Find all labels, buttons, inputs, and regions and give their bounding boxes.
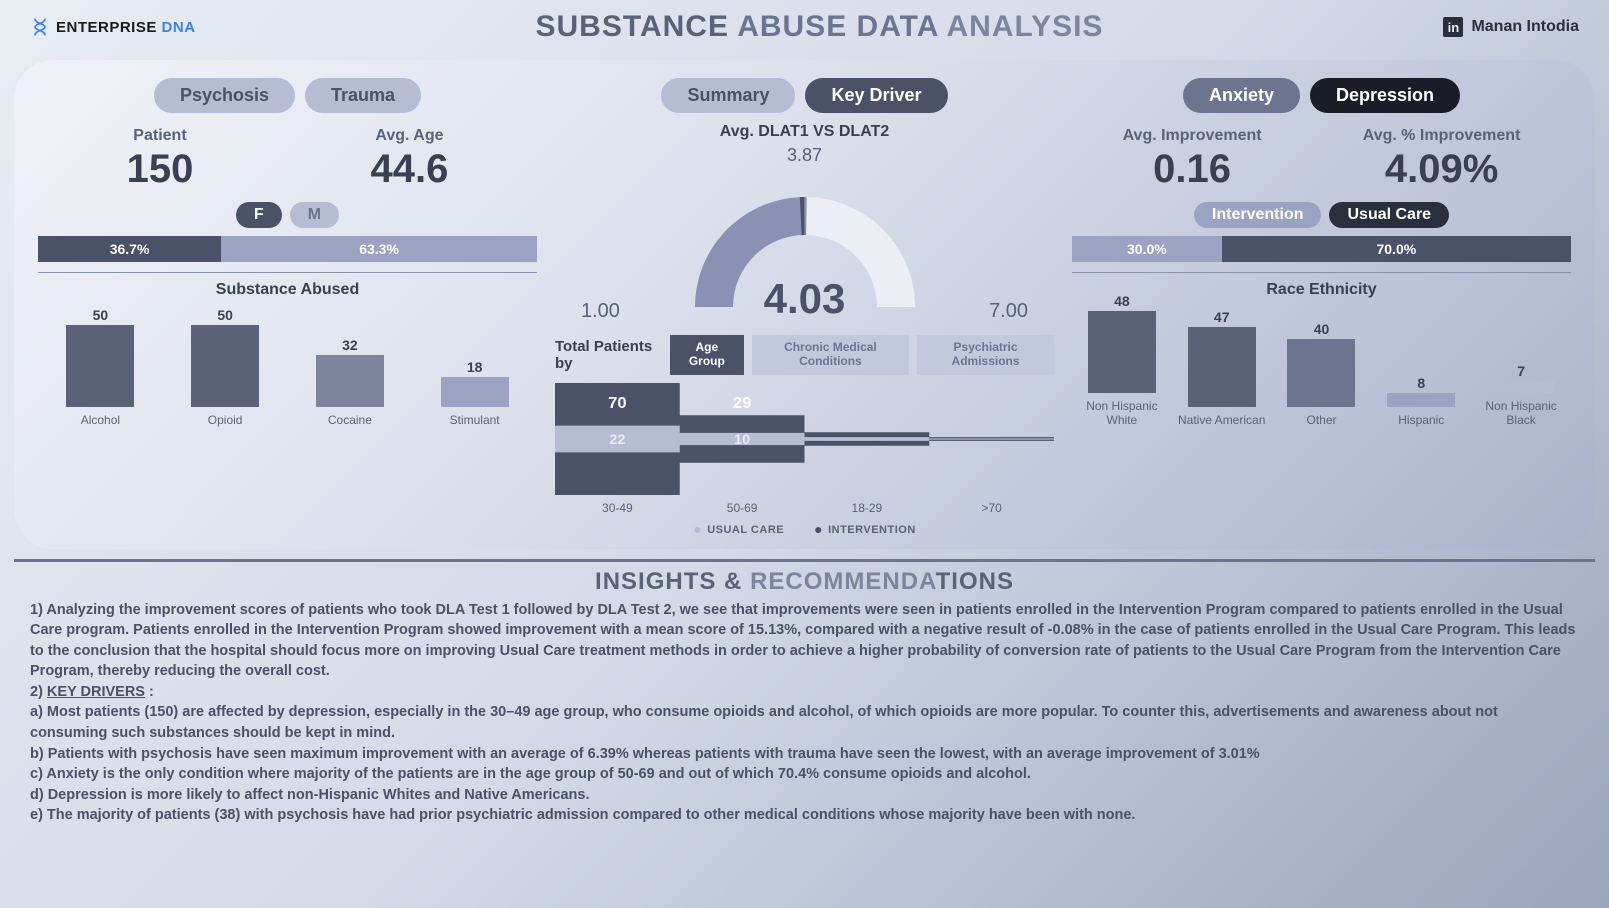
percent-segment: 30.0% [1072, 236, 1222, 262]
svg-text:70: 70 [608, 394, 626, 412]
tp-tab-psych[interactable]: Psychiatric Admissions [917, 335, 1054, 375]
funnel-category: 18-29 [805, 501, 930, 515]
gauge-chart: Avg. DLAT1 VS DLAT2 3.87 1.00 4.03 7.00 [555, 123, 1054, 323]
center-panel: Summary Key Driver Avg. DLAT1 VS DLAT2 3… [555, 78, 1054, 537]
insight-line: a) Most patients (150) are affected by d… [30, 702, 1579, 743]
bar-item: 50 Opioid [163, 307, 288, 427]
kpi-avg-improvement: Avg. Improvement 0.16 [1123, 127, 1262, 192]
substance-chart-title: Substance Abused [38, 281, 537, 299]
author-name: Manan Intodia [1471, 18, 1579, 36]
insight-line: e) The majority of patients (38) with ps… [30, 805, 1579, 826]
top-bar: ENTERPRISE DNA SUBSTANCE ABUSE DATA ANAL… [0, 0, 1609, 54]
race-bar-chart: 48 Non Hispanic White47 Native American4… [1072, 307, 1571, 427]
author[interactable]: in Manan Intodia [1443, 17, 1579, 37]
svg-text:10: 10 [734, 432, 750, 448]
filter-female[interactable]: F [236, 202, 282, 228]
bar-item: 50 Alcohol [38, 307, 163, 427]
bar-item: 47 Native American [1172, 309, 1272, 427]
bar-item: 7 Non Hispanic Black [1471, 363, 1571, 427]
funnel-legend: USUAL CARE INTERVENTION [555, 521, 1054, 537]
substance-bar-chart: 50 Alcohol50 Opioid32 Cocaine18 Stimulan… [38, 307, 537, 427]
tab-anxiety[interactable]: Anxiety [1183, 78, 1300, 113]
bar-item: 32 Cocaine [288, 337, 413, 427]
tab-key-driver[interactable]: Key Driver [805, 78, 947, 113]
kpi-patient: Patient 150 [127, 127, 194, 192]
bar-item: 18 Stimulant [412, 359, 537, 427]
logo: ENTERPRISE DNA [30, 17, 196, 37]
logo-text: ENTERPRISE DNA [56, 19, 196, 36]
funnel-category: >70 [929, 501, 1054, 515]
insights-title: INSIGHTS & RECOMMENDATIONS [0, 568, 1609, 596]
filter-male[interactable]: M [290, 202, 339, 228]
tab-trauma[interactable]: Trauma [305, 78, 421, 113]
funnel-chart: 70222910 30-4950-6918-29>70 [555, 383, 1054, 495]
svg-text:22: 22 [609, 432, 625, 448]
insight-line: 1) Analyzing the improvement scores of p… [30, 600, 1579, 682]
percent-segment: 36.7% [38, 236, 221, 262]
insights-body: 1) Analyzing the improvement scores of p… [0, 596, 1609, 836]
insight-line: b) Patients with psychosis have seen max… [30, 744, 1579, 765]
bar-item: 48 Non Hispanic White [1072, 293, 1172, 427]
gender-percent-bar: 36.7%63.3% [38, 236, 537, 262]
insight-line: 2) KEY DRIVERS : [30, 682, 1579, 703]
pill-intervention[interactable]: Intervention [1194, 202, 1322, 228]
percent-segment: 70.0% [1222, 236, 1571, 262]
page-title: SUBSTANCE ABUSE DATA ANALYSIS [196, 10, 1444, 44]
tab-psychosis[interactable]: Psychosis [154, 78, 295, 113]
funnel-category: 50-69 [680, 501, 805, 515]
right-panel: Anxiety Depression Avg. Improvement 0.16… [1072, 78, 1571, 537]
insight-line: c) Anxiety is the only condition where m… [30, 764, 1579, 785]
tab-depression[interactable]: Depression [1310, 78, 1460, 113]
pill-usual-care[interactable]: Usual Care [1329, 202, 1449, 228]
care-percent-bar: 30.0%70.0% [1072, 236, 1571, 262]
linkedin-icon: in [1443, 17, 1463, 37]
funnel-category: 30-49 [555, 501, 680, 515]
bar-item: 40 Other [1272, 321, 1372, 427]
kpi-avg-age: Avg. Age 44.6 [371, 127, 449, 192]
bar-item: 8 Hispanic [1371, 375, 1471, 427]
left-panel: Psychosis Trauma Patient 150 Avg. Age 44… [38, 78, 537, 537]
tp-tab-chronic[interactable]: Chronic Medical Conditions [752, 335, 909, 375]
insight-line: d) Depression is more likely to affect n… [30, 785, 1579, 806]
kpi-pct-improvement: Avg. % Improvement 4.09% [1363, 127, 1521, 192]
tp-tab-age[interactable]: Age Group [670, 335, 744, 375]
total-patients-label: Total Patients by [555, 338, 658, 372]
dna-icon [30, 17, 50, 37]
tab-summary[interactable]: Summary [661, 78, 795, 113]
svg-text:29: 29 [733, 394, 751, 412]
dashboard-card: Psychosis Trauma Patient 150 Avg. Age 44… [14, 60, 1595, 549]
percent-segment: 63.3% [221, 236, 537, 262]
